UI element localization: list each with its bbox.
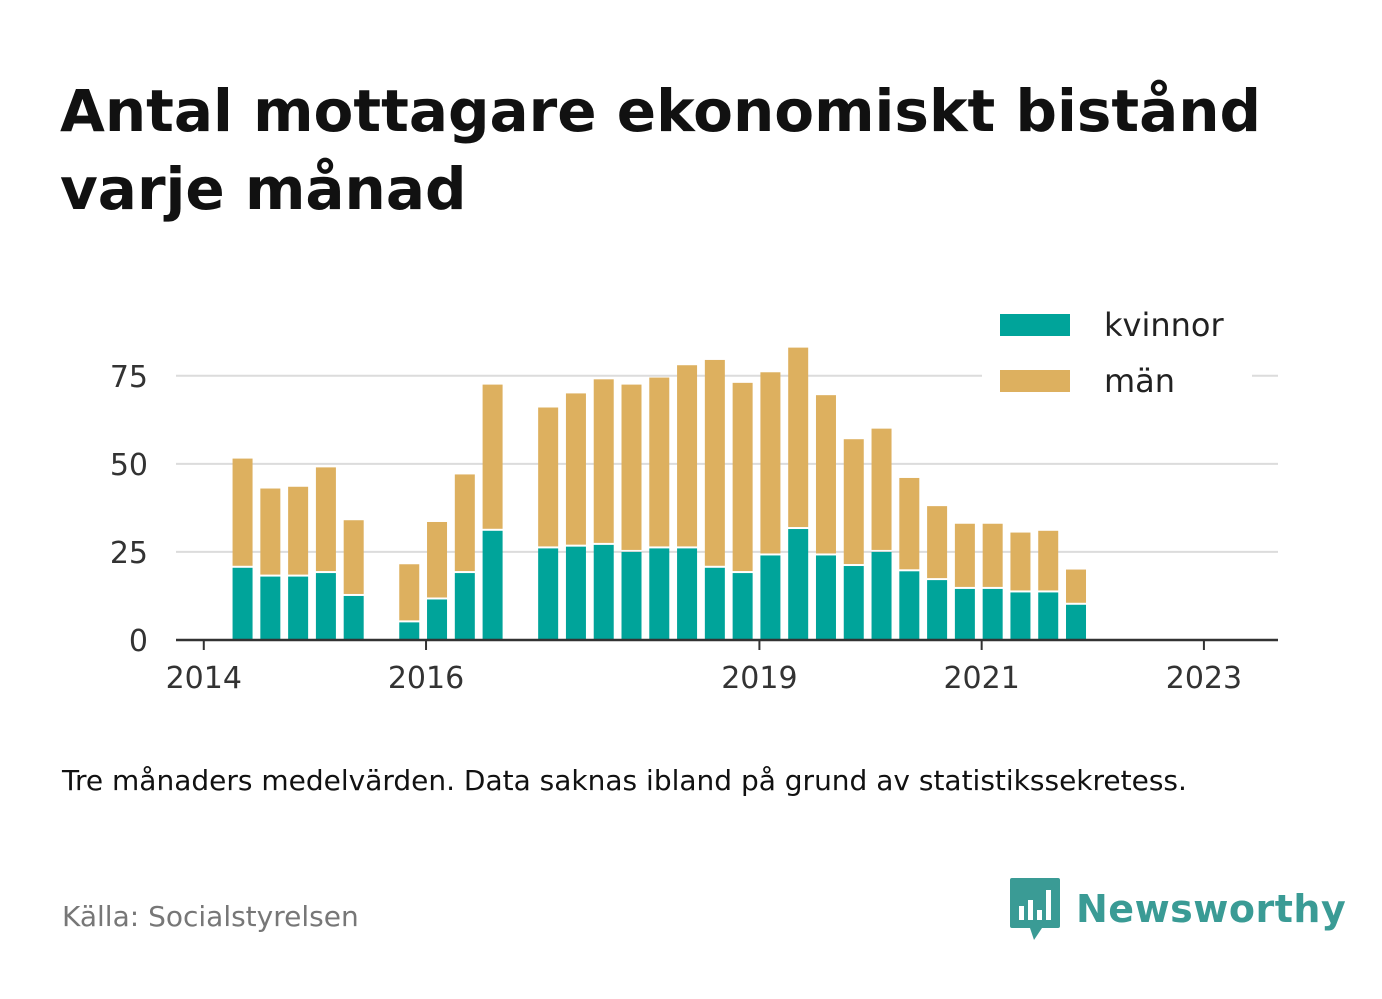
bar-kvinnor: [260, 576, 281, 640]
legend-label: män: [1104, 362, 1175, 400]
bar-män: [899, 477, 920, 570]
bar-kvinnor: [482, 530, 503, 640]
bar-kvinnor: [704, 567, 725, 640]
chart-title: Antal mottagare ekonomiskt bistånd varje…: [60, 77, 1262, 223]
bar-kvinnor: [843, 566, 864, 640]
bar-kvinnor: [982, 588, 1003, 640]
bar-kvinnor: [760, 555, 781, 640]
bar-män: [649, 377, 670, 547]
bar-kvinnor: [677, 548, 698, 640]
bar-män: [927, 506, 948, 579]
bar-kvinnor: [788, 529, 809, 640]
bar-kvinnor: [593, 544, 614, 640]
bar-män: [704, 359, 725, 566]
bar-män: [593, 379, 614, 543]
bar-män: [954, 523, 975, 587]
bar-kvinnor: [1038, 592, 1059, 640]
brand-logo: Newsworthy: [1008, 876, 1346, 942]
bar-män: [815, 395, 836, 554]
x-tick-label: 2016: [388, 661, 464, 696]
source-text: Källa: Socialstyrelsen: [62, 900, 359, 933]
axes: 0 25 50 75 2014 2016 2019 2021 2023: [110, 360, 1278, 696]
bar-män: [343, 520, 364, 594]
bar-män: [621, 384, 642, 550]
bar-chart: 0 25 50 75 2014 2016 2019 2021 2023 kvinnor män: [110, 300, 1278, 696]
bar-män: [232, 458, 253, 566]
newsworthy-logo-icon: [1010, 878, 1060, 940]
bar-kvinnor: [954, 588, 975, 640]
bar-kvinnor: [427, 599, 448, 640]
x-tick-label: 2014: [166, 661, 242, 696]
y-tick-label: 25: [110, 536, 148, 571]
bar-män: [288, 486, 309, 575]
bar-kvinnor: [1010, 592, 1031, 640]
y-tick-label: 75: [110, 360, 148, 395]
bar-män: [565, 393, 586, 545]
bar-kvinnor: [288, 576, 309, 640]
bar-kvinnor: [315, 573, 336, 640]
bar-kvinnor: [927, 580, 948, 640]
bar-män: [1066, 569, 1087, 603]
chart-note: Tre månaders medelvärden. Data saknas ib…: [62, 764, 1187, 797]
legend-label: kvinnor: [1104, 306, 1225, 344]
bar-män: [454, 474, 475, 572]
bars: [232, 347, 1087, 640]
bar-män: [788, 347, 809, 528]
bar-kvinnor: [538, 548, 559, 640]
bar-kvinnor: [871, 551, 892, 640]
x-tick-label: 2023: [1166, 661, 1242, 696]
bar-kvinnor: [621, 551, 642, 640]
legend-swatch: [1000, 370, 1070, 392]
bar-kvinnor: [649, 548, 670, 640]
bar-män: [677, 365, 698, 547]
bar-män: [427, 521, 448, 598]
legend: kvinnor män: [982, 300, 1252, 412]
x-tick-label: 2021: [943, 661, 1019, 696]
bar-män: [732, 382, 753, 572]
bar-män: [982, 523, 1003, 587]
bar-män: [399, 564, 420, 621]
legend-swatch: [1000, 314, 1070, 336]
bar-kvinnor: [815, 555, 836, 640]
y-tick-label: 0: [129, 624, 148, 659]
bar-män: [843, 439, 864, 565]
brand-name: Newsworthy: [1076, 887, 1347, 931]
bar-kvinnor: [454, 573, 475, 640]
bar-kvinnor: [565, 546, 586, 640]
bar-män: [1010, 532, 1031, 591]
bar-män: [482, 384, 503, 529]
bar-män: [260, 488, 281, 575]
bar-män: [315, 467, 336, 572]
bar-män: [871, 428, 892, 550]
bar-kvinnor: [232, 567, 253, 640]
bar-kvinnor: [899, 571, 920, 640]
bar-män: [1038, 530, 1059, 591]
x-tick-label: 2019: [721, 661, 797, 696]
bar-kvinnor: [732, 573, 753, 640]
y-tick-label: 50: [110, 448, 148, 483]
bar-kvinnor: [343, 595, 364, 640]
bar-kvinnor: [1066, 604, 1087, 640]
bar-kvinnor: [399, 622, 420, 640]
bar-män: [760, 372, 781, 554]
bar-män: [538, 407, 559, 547]
